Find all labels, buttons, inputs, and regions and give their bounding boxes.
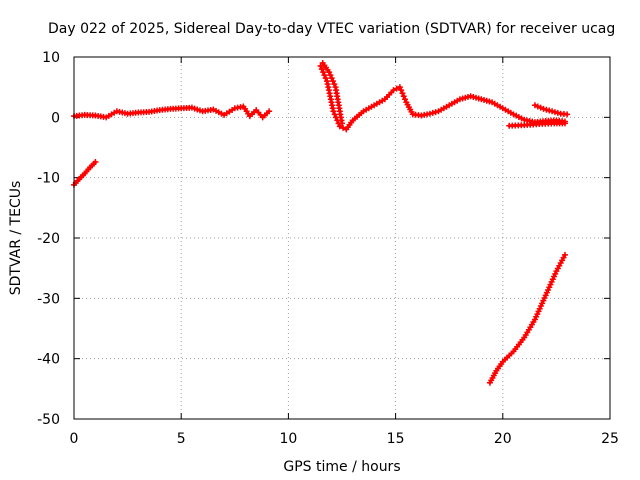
y-tick-label: -10 — [37, 171, 60, 187]
series-start-drop — [71, 158, 99, 188]
data-point-marker — [551, 109, 558, 116]
series-evening-climb — [486, 251, 568, 386]
data-point-marker — [331, 111, 338, 118]
x-tick-label: 10 — [279, 431, 297, 447]
data-point-marker — [390, 87, 397, 94]
data-point-marker — [393, 85, 400, 92]
y-tick-label: -20 — [37, 231, 60, 247]
plot-frame — [73, 56, 611, 420]
y-tick-label: 10 — [42, 50, 60, 66]
series-midday — [317, 63, 568, 133]
data-point-marker — [326, 69, 333, 76]
x-tick-label: 0 — [70, 431, 79, 447]
x-tick-label: 15 — [387, 431, 405, 447]
data-point-marker — [327, 72, 334, 79]
data-point-marker — [320, 69, 327, 76]
data-point-marker — [336, 123, 343, 130]
data-point-marker — [330, 108, 337, 115]
data-point-marker — [564, 111, 571, 118]
data-point-marker — [534, 103, 541, 110]
y-tick-label: -50 — [37, 412, 60, 428]
data-point-marker — [399, 90, 406, 97]
x-tick-label: 25 — [601, 431, 619, 447]
data-point-marker — [321, 72, 328, 79]
data-point-marker — [540, 105, 547, 112]
data-point-marker — [328, 75, 335, 82]
data-point-marker — [329, 78, 336, 85]
y-tick-label: -30 — [37, 291, 60, 307]
chart-title: Day 022 of 2025, Sidereal Day-to-day VTE… — [48, 21, 615, 37]
x-tick-label: 20 — [494, 431, 512, 447]
grid-layer — [74, 57, 610, 419]
series-late-lower — [506, 120, 568, 129]
data-point-marker — [400, 93, 407, 100]
data-point-marker — [429, 109, 436, 116]
tick-label-layer: 0 5 10 15 20 25 10 0 -10 -20 -30 -40 -50 — [37, 50, 619, 447]
series-late-branch — [531, 102, 571, 118]
data-point-marker — [432, 109, 439, 116]
data-point-marker — [543, 106, 550, 113]
data-point-marker — [561, 251, 568, 258]
data-point-marker — [340, 124, 347, 131]
series-early — [71, 103, 273, 121]
x-axis-label: GPS time / hours — [283, 459, 400, 475]
series-spike — [319, 60, 345, 127]
data-points-layer — [71, 60, 571, 386]
data-point-marker — [317, 63, 324, 70]
data-point-marker — [561, 120, 568, 127]
data-point-marker — [426, 110, 433, 117]
data-point-marker — [402, 96, 409, 103]
data-point-marker — [531, 102, 538, 109]
data-point-marker — [322, 75, 329, 82]
data-point-marker — [537, 104, 544, 111]
data-point-marker — [339, 120, 345, 127]
data-point-marker — [318, 66, 325, 73]
data-point-marker — [266, 108, 273, 115]
data-point-marker — [549, 108, 556, 115]
data-point-marker — [554, 109, 561, 116]
data-point-marker — [331, 81, 338, 88]
data-point-marker — [546, 107, 553, 114]
x-tick-label: 5 — [177, 431, 186, 447]
data-point-marker — [398, 87, 405, 94]
y-tick-label: 0 — [51, 110, 60, 126]
y-tick-label: -40 — [37, 352, 60, 368]
data-point-marker — [92, 158, 99, 165]
y-axis-label: SDTVAR / TECUs — [8, 181, 24, 296]
data-point-marker — [396, 84, 403, 91]
